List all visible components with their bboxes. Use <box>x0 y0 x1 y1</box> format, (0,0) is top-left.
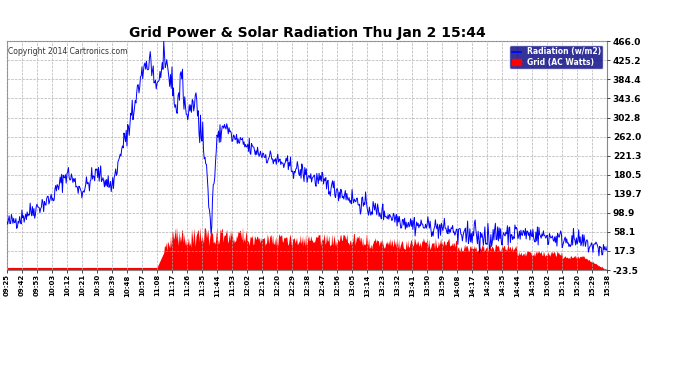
Title: Grid Power & Solar Radiation Thu Jan 2 15:44: Grid Power & Solar Radiation Thu Jan 2 1… <box>128 26 486 40</box>
Legend: Radiation (w/m2), Grid (AC Watts): Radiation (w/m2), Grid (AC Watts) <box>509 45 603 69</box>
Text: Copyright 2014 Cartronics.com: Copyright 2014 Cartronics.com <box>8 47 128 56</box>
